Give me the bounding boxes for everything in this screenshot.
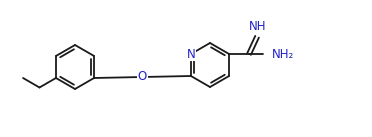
Text: NH: NH	[249, 20, 267, 33]
Text: O: O	[138, 71, 147, 83]
Text: NH₂: NH₂	[272, 48, 294, 61]
Text: N: N	[187, 48, 195, 61]
